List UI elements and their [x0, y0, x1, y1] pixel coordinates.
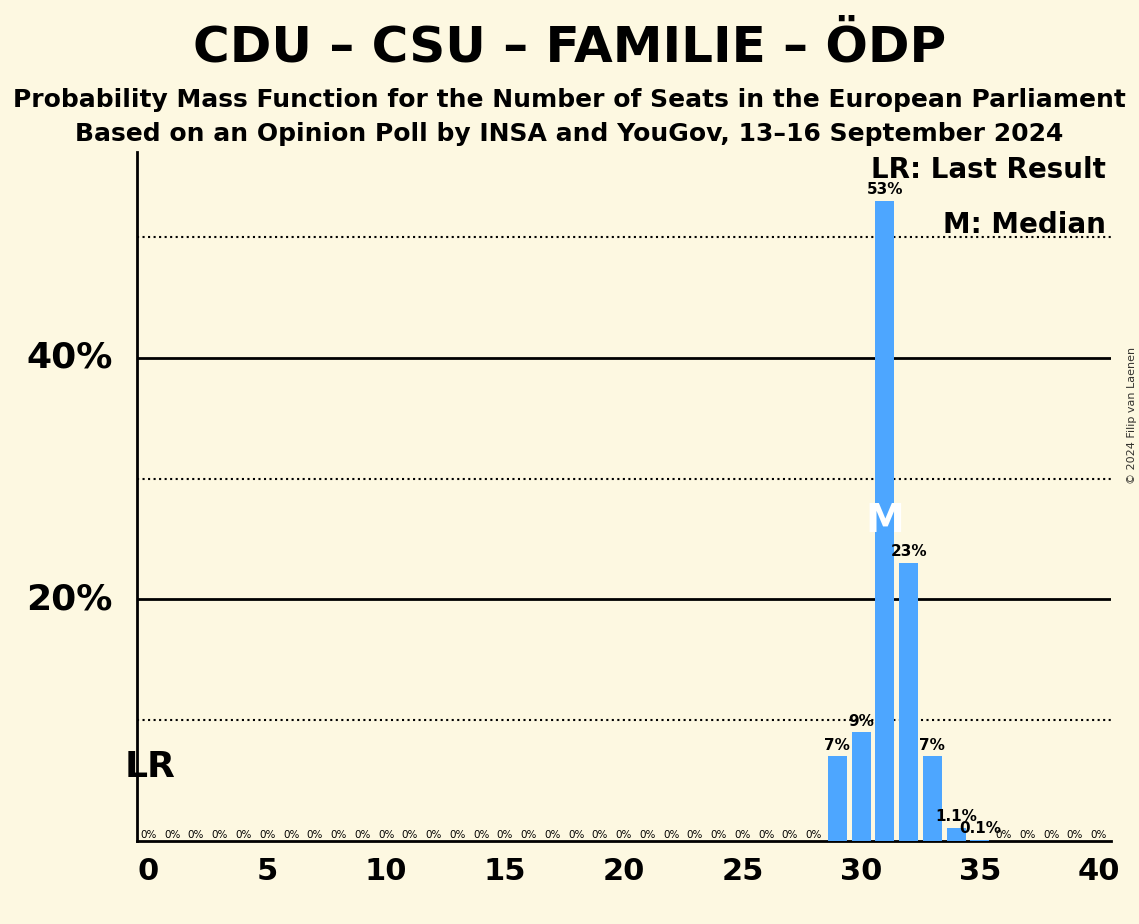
Text: 23%: 23% [891, 544, 927, 559]
Text: 0%: 0% [735, 830, 751, 840]
Text: 0%: 0% [544, 830, 560, 840]
Text: 40%: 40% [26, 341, 113, 375]
Text: 0%: 0% [687, 830, 703, 840]
Text: 0%: 0% [306, 830, 323, 840]
Text: 0%: 0% [425, 830, 442, 840]
Text: 0%: 0% [260, 830, 276, 840]
Text: 0%: 0% [497, 830, 513, 840]
Text: Based on an Opinion Poll by INSA and YouGov, 13–16 September 2024: Based on an Opinion Poll by INSA and You… [75, 122, 1064, 146]
Text: 0%: 0% [591, 830, 608, 840]
Bar [899, 563, 918, 841]
Text: 53%: 53% [867, 182, 903, 197]
Bar [947, 828, 966, 841]
Text: 0%: 0% [757, 830, 775, 840]
Text: 0%: 0% [188, 830, 204, 840]
Text: CDU – CSU – FAMILIE – ÖDP: CDU – CSU – FAMILIE – ÖDP [192, 23, 947, 71]
Text: 0%: 0% [781, 830, 798, 840]
Text: 0%: 0% [663, 830, 679, 840]
Bar [828, 757, 847, 841]
Text: 0%: 0% [1067, 830, 1083, 840]
Text: 0%: 0% [521, 830, 536, 840]
Text: 0%: 0% [639, 830, 656, 840]
Text: 0%: 0% [330, 830, 346, 840]
Text: 0%: 0% [402, 830, 418, 840]
Text: 7%: 7% [825, 737, 851, 753]
Text: © 2024 Filip van Laenen: © 2024 Filip van Laenen [1126, 347, 1137, 484]
Text: LR: LR [125, 750, 175, 784]
Text: 0%: 0% [212, 830, 228, 840]
Text: 9%: 9% [849, 713, 874, 728]
Text: 0%: 0% [1043, 830, 1059, 840]
Text: 0%: 0% [995, 830, 1011, 840]
Text: 0%: 0% [1019, 830, 1035, 840]
Text: M: M [866, 502, 904, 540]
Text: 0%: 0% [354, 830, 370, 840]
Text: 0%: 0% [164, 830, 180, 840]
Bar [876, 201, 894, 841]
Text: 20%: 20% [26, 582, 113, 616]
Text: 0%: 0% [711, 830, 727, 840]
Text: M: Median: M: Median [943, 211, 1106, 239]
Text: 0%: 0% [378, 830, 394, 840]
Text: 0%: 0% [236, 830, 252, 840]
Text: 0%: 0% [140, 830, 157, 840]
Text: 0.1%: 0.1% [959, 821, 1001, 836]
Text: 1.1%: 1.1% [935, 808, 977, 824]
Text: 0%: 0% [449, 830, 466, 840]
Bar [852, 732, 870, 841]
Text: 0%: 0% [1090, 830, 1107, 840]
Text: 0%: 0% [473, 830, 490, 840]
Text: 0%: 0% [282, 830, 300, 840]
Bar [923, 757, 942, 841]
Bar [970, 840, 990, 841]
Text: Probability Mass Function for the Number of Seats in the European Parliament: Probability Mass Function for the Number… [13, 88, 1126, 112]
Text: 0%: 0% [805, 830, 822, 840]
Text: LR: Last Result: LR: Last Result [871, 156, 1106, 184]
Text: 0%: 0% [615, 830, 632, 840]
Text: 7%: 7% [919, 737, 945, 753]
Text: 0%: 0% [568, 830, 584, 840]
